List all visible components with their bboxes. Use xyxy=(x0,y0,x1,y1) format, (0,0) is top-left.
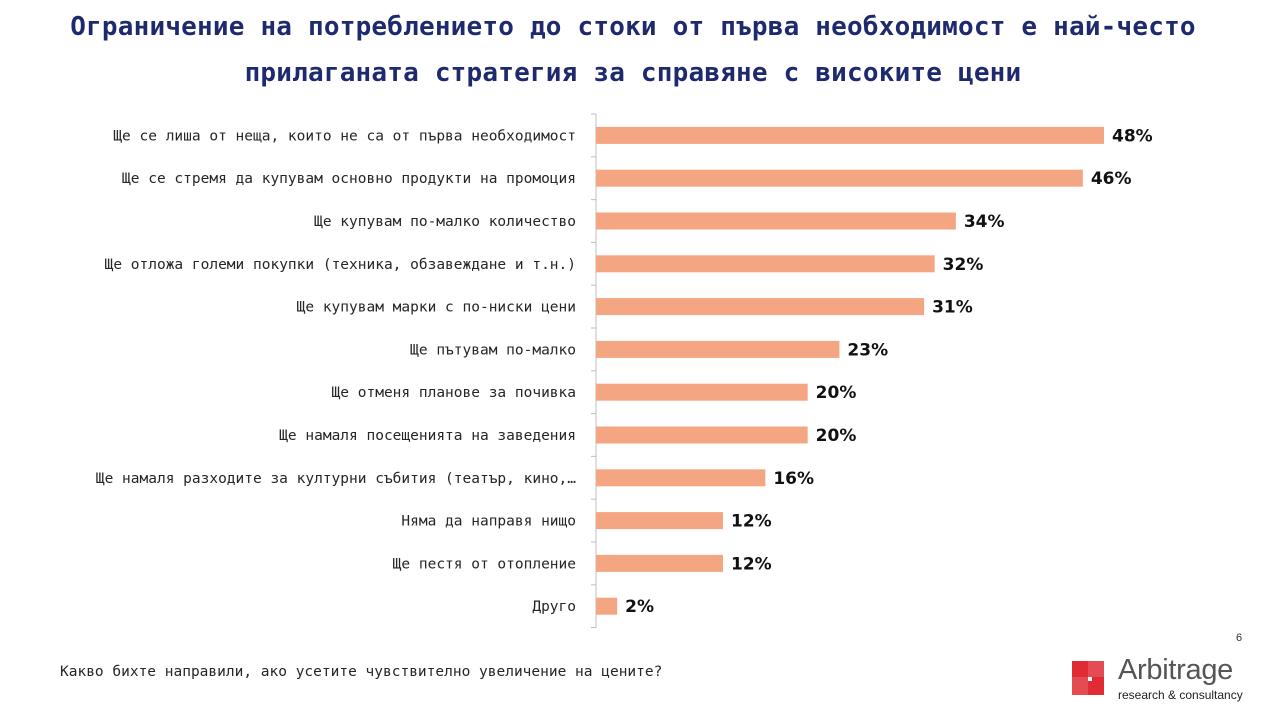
logo-name: Arbitrage xyxy=(1118,654,1233,686)
bar xyxy=(596,512,723,530)
bar xyxy=(596,169,1083,187)
category-label: Ще купувам по-малко количество xyxy=(314,214,576,230)
bar xyxy=(596,597,618,615)
chart-title: Ограничение на потреблението до стоки от… xyxy=(0,4,1266,96)
category-label: Ще намаля разходите за културни събития … xyxy=(96,471,576,487)
data-label: 2% xyxy=(625,597,654,617)
bar xyxy=(596,426,808,444)
bar xyxy=(596,383,808,401)
data-label: 20% xyxy=(816,426,857,446)
logo-tagline: research & consultancy xyxy=(1118,688,1243,702)
data-label: 20% xyxy=(816,383,857,403)
category-label: Ще се стремя да купувам основно продукти… xyxy=(122,171,576,187)
data-label: 34% xyxy=(964,212,1005,232)
data-label: 32% xyxy=(943,255,984,275)
bar xyxy=(596,298,925,316)
arbitrage-logo: Arbitrage research & consultancy xyxy=(1068,654,1258,705)
category-label: Ще купувам марки с по-ниски цени xyxy=(297,300,576,316)
page-number: 6 xyxy=(1236,632,1243,644)
bars-layer: Ще се лиша от неща, които не са от първа… xyxy=(96,113,1153,629)
category-label: Ще пестя от отопление xyxy=(393,556,576,572)
data-label: 31% xyxy=(932,298,973,318)
bar xyxy=(596,126,1104,144)
category-label: Друго xyxy=(532,599,576,615)
title-line-2: прилаганата стратегия за справяне с висо… xyxy=(244,58,1022,88)
data-label: 12% xyxy=(731,554,772,574)
bar xyxy=(596,554,723,572)
category-label: Ще се лиша от неща, които не са от първа… xyxy=(113,128,576,144)
category-label: Ще намаля посещенията на заведения xyxy=(279,428,576,444)
category-label: Ще отложа големи покупки (техника, обзав… xyxy=(105,257,576,273)
logo-mark-icon xyxy=(1072,661,1104,695)
title-line-1: Ограничение на потреблението до стоки от… xyxy=(70,12,1196,42)
data-label: 46% xyxy=(1091,169,1132,189)
bar-chart: Ще се лиша от неща, които не са от първа… xyxy=(96,113,1153,629)
survey-question: Какво бихте направили, ако усетите чувст… xyxy=(60,664,663,680)
data-label: 23% xyxy=(847,340,888,360)
bar xyxy=(596,255,935,273)
category-label: Няма да направя нищо xyxy=(401,514,576,530)
bar xyxy=(596,212,956,230)
category-label: Ще отменя планове за почивка xyxy=(332,385,576,401)
data-label: 48% xyxy=(1112,126,1153,146)
bar xyxy=(596,340,840,358)
data-label: 12% xyxy=(731,512,772,532)
data-label: 16% xyxy=(773,469,814,489)
category-label: Ще пътувам по-малко xyxy=(410,342,576,358)
bar xyxy=(596,469,766,487)
